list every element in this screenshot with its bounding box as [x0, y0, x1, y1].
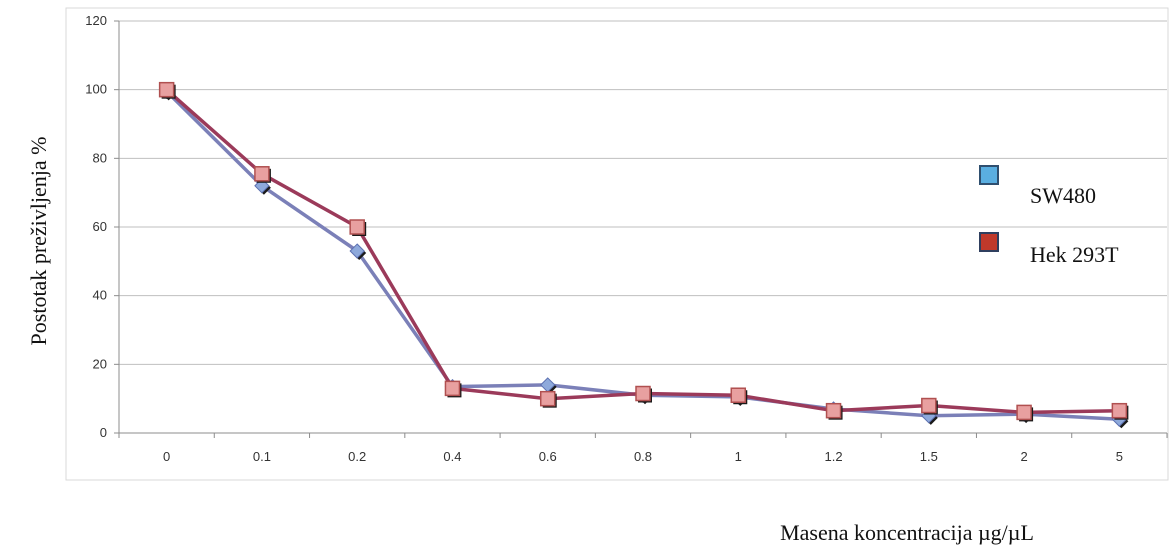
legend-swatch-sw480	[979, 165, 999, 185]
y-axis-title: Postotak preživljenja %	[26, 137, 51, 346]
x-tick-label: 0.1	[253, 449, 271, 464]
x-tick-label: 1.2	[825, 449, 843, 464]
x-tick-label: 2	[1020, 449, 1027, 464]
y-tick-labels: 0 20 40 60 80 100 120	[85, 13, 107, 440]
x-tick-label: 0.2	[348, 449, 366, 464]
data-point-hek293t	[349, 219, 365, 235]
x-tick-label: 0.4	[443, 449, 461, 464]
x-tick-label: 5	[1116, 449, 1123, 464]
legend-swatch-hek293t	[979, 232, 999, 252]
data-point-hek293t	[1016, 404, 1032, 421]
grid-lines	[114, 20, 1168, 438]
x-tick-label: 0.6	[539, 449, 557, 464]
data-point-hek293t	[1111, 402, 1128, 419]
chart-frame	[65, 7, 1169, 481]
x-tick-labels: 0 0.1 0.2 0.4 0.6 0.8 1 1.2 1.5 2 5	[163, 449, 1123, 464]
data-point-hek293t	[635, 385, 651, 402]
y-tick-label: 120	[85, 13, 107, 28]
series-line-sw480	[165, 90, 1120, 422]
x-axis-title: Masena koncentracija µg/µL	[780, 520, 1034, 545]
x-tick-label: 0	[163, 449, 170, 464]
legend-label-hek293t: Hek 293T	[1030, 242, 1119, 267]
y-tick-label: 20	[93, 356, 107, 371]
data-point-hek293t	[158, 81, 175, 98]
legend-label-sw480: SW480	[1030, 183, 1096, 208]
x-tick-label: 1	[735, 449, 742, 464]
data-point-hek293t	[444, 380, 461, 397]
x-tick-label: 1.5	[920, 449, 938, 464]
data-point-hek293t	[921, 397, 937, 414]
y-tick-label: 40	[93, 288, 107, 303]
data-point-hek293t	[730, 387, 747, 403]
data-point-sw480	[349, 243, 365, 259]
data-point-hek293t	[825, 402, 842, 419]
data-point-hek293t	[539, 390, 556, 407]
x-tick-label: 0.8	[634, 449, 652, 464]
data-point-hek293t	[254, 166, 270, 182]
y-tick-label: 100	[85, 82, 107, 97]
y-tick-label: 80	[93, 150, 107, 165]
y-tick-label: 60	[93, 219, 107, 234]
y-tick-label: 0	[100, 425, 107, 440]
series-group	[158, 81, 1129, 429]
legend: SW480 Hek 293T	[979, 165, 1119, 267]
